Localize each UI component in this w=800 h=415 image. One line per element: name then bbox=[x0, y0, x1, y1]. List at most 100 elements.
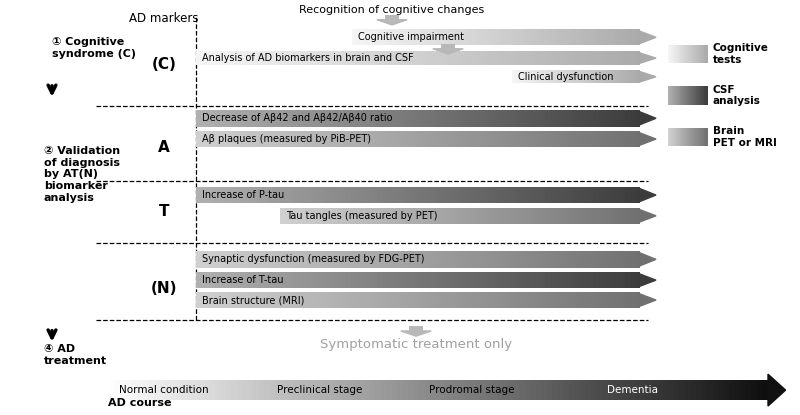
Bar bbox=[617, 70, 619, 83]
Bar bbox=[581, 110, 586, 127]
Bar bbox=[430, 29, 434, 45]
Text: Increase of T-tau: Increase of T-tau bbox=[202, 275, 284, 285]
Bar bbox=[696, 44, 698, 63]
Bar bbox=[612, 187, 618, 203]
Bar bbox=[209, 380, 216, 400]
Bar bbox=[245, 251, 250, 268]
Bar bbox=[519, 70, 522, 83]
Bar bbox=[289, 131, 294, 147]
Bar bbox=[331, 380, 338, 400]
Bar bbox=[612, 110, 618, 127]
Bar bbox=[488, 110, 494, 127]
Bar bbox=[320, 251, 326, 268]
Bar bbox=[580, 70, 582, 83]
Bar bbox=[570, 29, 574, 45]
Bar bbox=[610, 29, 614, 45]
Bar bbox=[598, 131, 604, 147]
Bar bbox=[603, 272, 609, 288]
Bar bbox=[342, 110, 348, 127]
Bar bbox=[577, 251, 582, 268]
Bar bbox=[546, 131, 551, 147]
Bar bbox=[683, 127, 686, 146]
Bar bbox=[671, 44, 674, 63]
Bar bbox=[439, 110, 445, 127]
Bar bbox=[682, 127, 684, 146]
Bar bbox=[355, 131, 361, 147]
Bar bbox=[628, 208, 633, 224]
Bar bbox=[461, 29, 465, 45]
Bar bbox=[214, 110, 219, 127]
Bar bbox=[245, 51, 250, 65]
Bar bbox=[631, 70, 634, 83]
Bar bbox=[550, 29, 554, 45]
Bar bbox=[746, 380, 753, 400]
Bar bbox=[311, 131, 317, 147]
Bar bbox=[346, 110, 352, 127]
Bar bbox=[613, 29, 617, 45]
Bar bbox=[210, 51, 215, 65]
Bar bbox=[387, 208, 392, 224]
Bar bbox=[486, 29, 490, 45]
Bar bbox=[342, 131, 348, 147]
Bar bbox=[390, 251, 396, 268]
Bar bbox=[266, 272, 273, 288]
Bar bbox=[351, 131, 357, 147]
Bar bbox=[372, 29, 376, 45]
Bar bbox=[550, 251, 555, 268]
Bar bbox=[448, 51, 454, 65]
Bar bbox=[315, 292, 321, 308]
Bar bbox=[550, 70, 552, 83]
Bar bbox=[329, 110, 334, 127]
Bar bbox=[519, 380, 526, 400]
Bar bbox=[201, 272, 206, 288]
Bar bbox=[541, 29, 545, 45]
Bar bbox=[497, 110, 502, 127]
Bar bbox=[474, 110, 480, 127]
Bar bbox=[519, 272, 525, 288]
Bar bbox=[470, 51, 476, 65]
Bar bbox=[360, 187, 366, 203]
Bar bbox=[378, 51, 383, 65]
Bar bbox=[533, 29, 537, 45]
Bar bbox=[563, 251, 569, 268]
Bar bbox=[492, 29, 496, 45]
Bar bbox=[413, 187, 418, 203]
Bar bbox=[618, 380, 626, 400]
Bar bbox=[701, 86, 703, 105]
Bar bbox=[142, 380, 150, 400]
Bar bbox=[154, 380, 161, 400]
Bar bbox=[474, 51, 480, 65]
Bar bbox=[479, 187, 485, 203]
Bar bbox=[265, 380, 272, 400]
Bar bbox=[586, 70, 588, 83]
Bar bbox=[329, 251, 334, 268]
Bar bbox=[364, 51, 370, 65]
Bar bbox=[682, 44, 685, 63]
Bar bbox=[475, 29, 479, 45]
Bar bbox=[390, 272, 396, 288]
Bar bbox=[351, 292, 357, 308]
Bar bbox=[418, 187, 423, 203]
Bar bbox=[285, 51, 290, 65]
Bar bbox=[536, 380, 542, 400]
Bar bbox=[302, 51, 308, 65]
Bar bbox=[550, 187, 555, 203]
Bar bbox=[554, 272, 560, 288]
Bar bbox=[412, 29, 416, 45]
Bar bbox=[453, 251, 458, 268]
Bar bbox=[364, 272, 370, 288]
Bar bbox=[258, 251, 263, 268]
Bar bbox=[677, 86, 679, 105]
Bar bbox=[625, 292, 630, 308]
Bar bbox=[523, 51, 529, 65]
Bar bbox=[563, 292, 569, 308]
Bar bbox=[568, 70, 570, 83]
Bar bbox=[276, 110, 282, 127]
Bar bbox=[438, 29, 442, 45]
Bar bbox=[532, 187, 538, 203]
Bar bbox=[472, 29, 476, 45]
Bar bbox=[222, 292, 228, 308]
Polygon shape bbox=[638, 252, 656, 266]
Bar bbox=[602, 208, 607, 224]
Bar bbox=[323, 208, 328, 224]
